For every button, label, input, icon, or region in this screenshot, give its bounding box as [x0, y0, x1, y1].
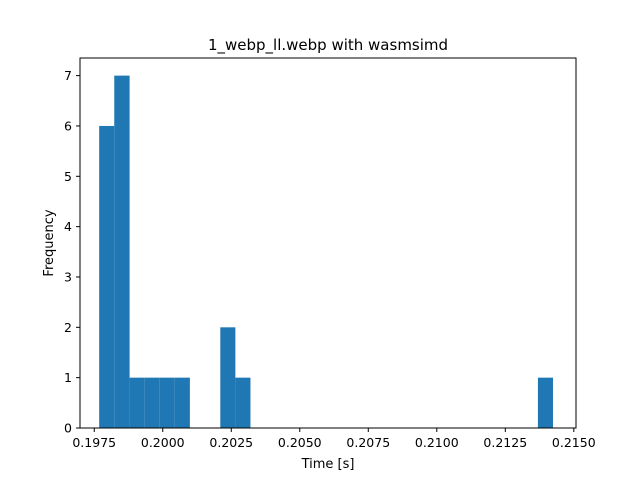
y-tick-label: 3: [64, 269, 72, 284]
x-tick-label: 0.2100: [415, 435, 459, 450]
chart-title: 1_webp_ll.webp with wasmsimd: [208, 36, 448, 55]
x-axis-ticks: 0.1975 0.2000 0.2025 0.2050 0.2075 0.2100 0.21…: [72, 428, 596, 450]
y-tick-label: 0: [64, 421, 72, 436]
x-tick-label: 0.2050: [278, 435, 322, 450]
y-tick-label: 5: [64, 169, 72, 184]
histogram-bar-1: [99, 125, 115, 429]
y-tick-label: 6: [64, 118, 72, 133]
x-tick-label: 0.2075: [346, 435, 390, 450]
x-tick-label: 0.2000: [141, 435, 185, 450]
plot-frame: [79, 57, 577, 429]
y-tick-label: 2: [64, 320, 72, 335]
x-tick-label: 0.2025: [209, 435, 253, 450]
histogram-bar-5: [159, 377, 175, 428]
y-tick-label: 1: [64, 370, 72, 385]
histogram-bar-6: [174, 377, 190, 428]
histogram-bar-4: [144, 377, 160, 428]
histogram-bar-8: [235, 377, 251, 428]
histogram-bar-9: [537, 377, 553, 428]
histogram-bar-7: [220, 327, 236, 428]
bars-group: [99, 75, 553, 429]
x-tick-label: 0.2125: [483, 435, 527, 450]
y-axis-ticks: 0 1 2 3 4 5 6 7: [64, 68, 80, 436]
histogram-bar-2: [114, 75, 130, 428]
y-tick-label: 7: [64, 68, 72, 83]
x-tick-label: 0.2150: [552, 435, 596, 450]
histogram-bar-3: [129, 377, 145, 428]
x-axis-label: Time [s]: [301, 457, 355, 472]
x-tick-label: 0.1975: [72, 435, 116, 450]
y-tick-label: 4: [64, 219, 72, 234]
y-axis-label: Frequency: [42, 209, 57, 276]
